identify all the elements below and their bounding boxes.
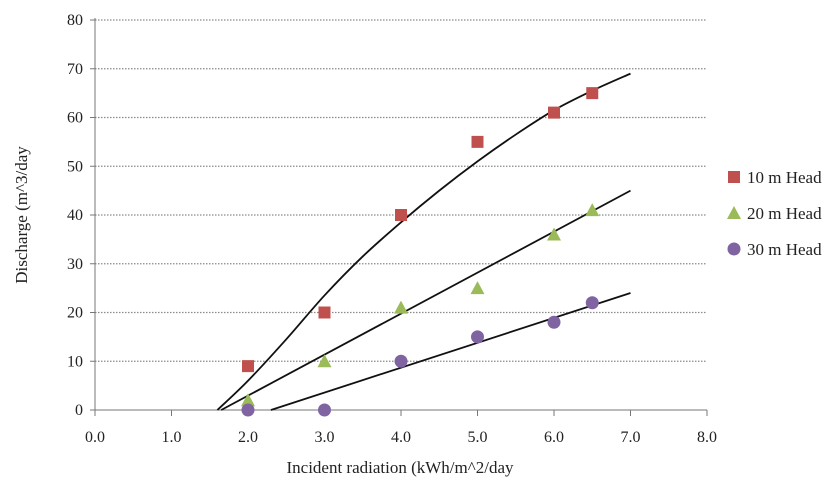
x-tick-label: 2.0 (238, 429, 258, 446)
trendlines (216, 72, 631, 411)
y-tick-label: 40 (67, 207, 83, 224)
y-axis-title: Discharge (m^3/day (12, 146, 31, 284)
legend: 10 m Head 20 m Head 30 m Head (727, 168, 822, 259)
y-tick-label: 20 (67, 305, 83, 322)
data-point (394, 354, 408, 368)
y-tick-label: 60 (67, 110, 83, 127)
x-tick-label: 7.0 (621, 429, 641, 446)
x-tick-label: 6.0 (544, 429, 564, 446)
y-tick-label: 50 (67, 158, 83, 175)
data-point (471, 330, 484, 344)
data-point (318, 306, 331, 319)
x-tick-label: 1.0 (162, 429, 182, 446)
y-tick-labels: 0 10 20 30 40 50 60 70 80 (67, 12, 83, 419)
x-axis-title: Incident radiation (kWh/m^2/day (286, 458, 514, 477)
x-tick-label: 5.0 (468, 429, 488, 446)
data-point (242, 360, 254, 373)
y-tick-label: 0 (75, 402, 83, 419)
data-point (585, 296, 599, 310)
x-tick-label: 8.0 (697, 429, 717, 446)
data-point (241, 403, 255, 417)
legend-label: 30 m Head (747, 240, 822, 259)
legend-label: 20 m Head (747, 204, 822, 223)
x-tick-label: 0.0 (85, 429, 105, 446)
trendline (270, 292, 631, 411)
data-point (395, 209, 407, 221)
legend-marker (727, 206, 741, 219)
y-tick-label: 10 (67, 353, 83, 370)
y-tick-label: 70 (67, 61, 83, 78)
data-point (547, 227, 561, 241)
x-tick-labels: 0.0 1.0 2.0 3.0 4.0 5.0 6.0 7.0 8.0 (85, 429, 717, 446)
trendline (220, 189, 631, 411)
data-point (394, 300, 408, 314)
data-point (241, 393, 255, 407)
gridlines (95, 19, 707, 362)
legend-marker (728, 171, 740, 183)
data-point (586, 87, 599, 100)
data-point (318, 403, 331, 417)
x-tick-label: 4.0 (391, 429, 411, 446)
data-point (471, 135, 484, 148)
data-point (585, 203, 600, 217)
data-point (547, 315, 561, 329)
data-points (241, 87, 600, 417)
y-tick-label: 30 (67, 256, 83, 273)
data-point (548, 106, 560, 119)
legend-marker (727, 242, 741, 256)
legend-label: 10 m Head (747, 168, 822, 187)
data-point (470, 281, 485, 295)
y-tick-label: 80 (67, 12, 83, 29)
x-tick-label: 3.0 (315, 429, 335, 446)
data-point (317, 354, 332, 368)
